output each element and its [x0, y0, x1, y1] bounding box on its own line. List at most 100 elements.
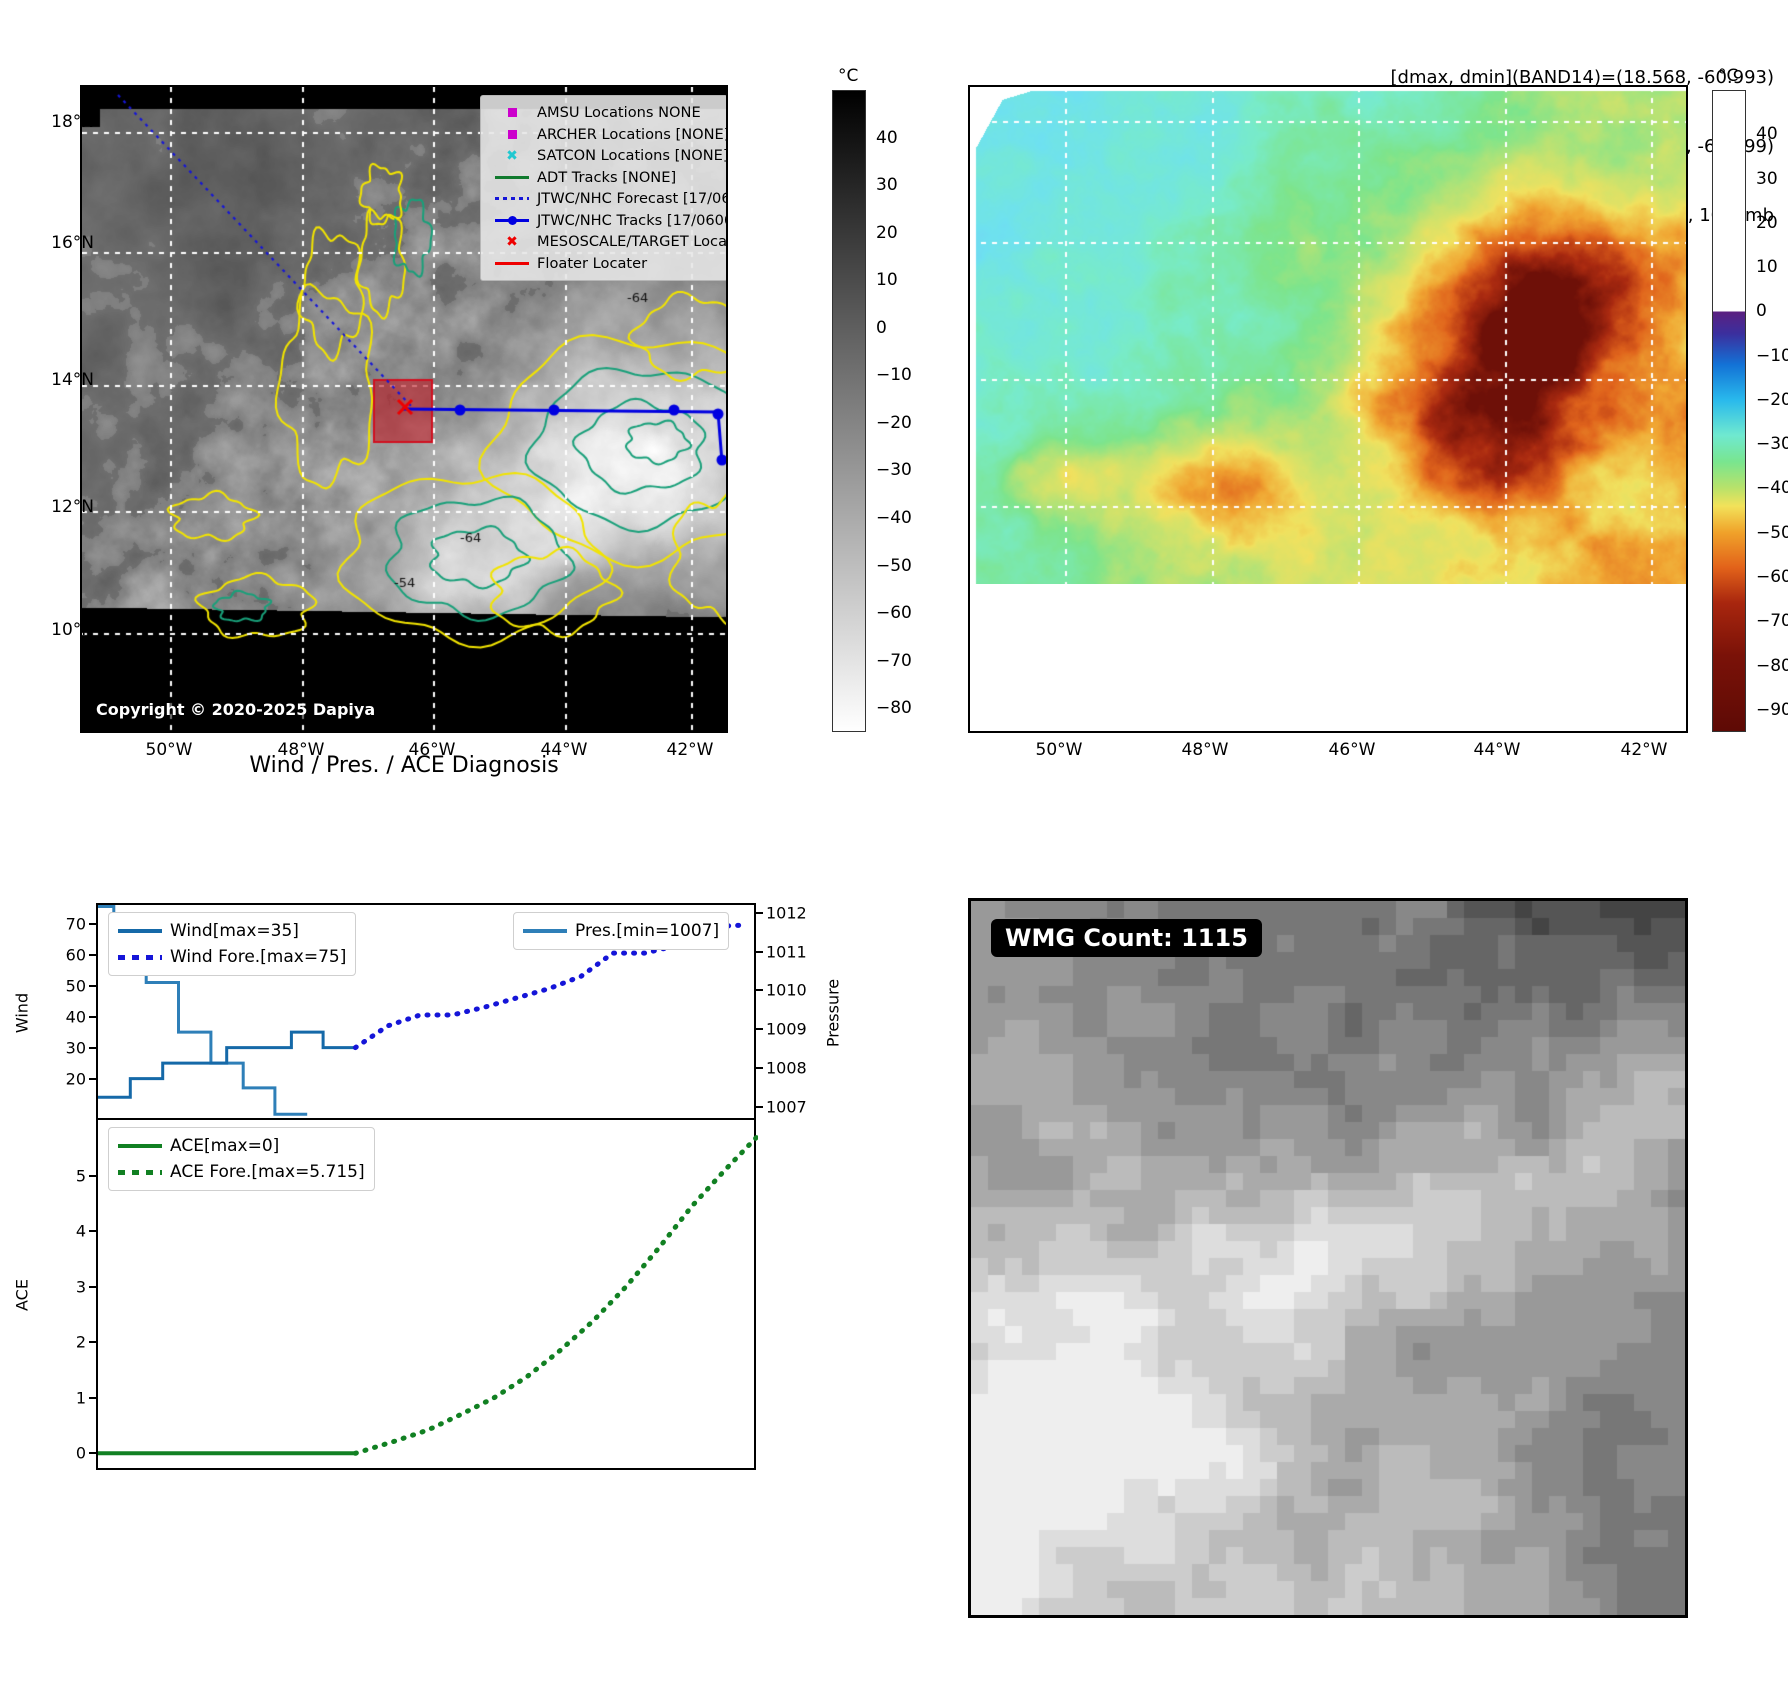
p2-ylabel-3: 12°N: [51, 497, 94, 517]
colorbar-tick: 20: [876, 222, 898, 243]
colorbar-tick: −60: [1756, 567, 1788, 588]
ace-tick-mark: [89, 1230, 98, 1233]
colorbar-tick: 0: [876, 317, 887, 338]
p2-xlabel-3: 44°W: [1473, 740, 1521, 760]
legend-label: JTWC/NHC Forecast [17/0600Z]: [537, 190, 726, 208]
line-icon: [487, 261, 537, 265]
legend-item-floater[interactable]: Floater Locater: [487, 253, 721, 275]
wind-tick-label: 20: [65, 1069, 86, 1089]
legend-item-adt[interactable]: ADT Tracks [NONE]: [487, 167, 721, 189]
legend-item-tracks[interactable]: JTWC/NHC Tracks [17/0600Z]: [487, 210, 726, 232]
p2-colorbar-title: °C: [1718, 66, 1739, 86]
pressure-legend: Pres.[min=1007]: [513, 912, 730, 950]
p2-colorbar: [1712, 90, 1746, 732]
ir-mesoscale-map[interactable]: Copyright © 2020-2025 Dapiya AMSU Locati…: [80, 85, 728, 733]
line-icon: [118, 929, 170, 933]
pressure-tick-label: 1009: [766, 1019, 807, 1039]
wind-tick-mark: [89, 1015, 98, 1018]
legend-label: ACE Fore.[max=5.715]: [170, 1162, 365, 1182]
p2-ylabel-4: 10°N: [51, 620, 94, 640]
p2-xlabel-4: 42°W: [1620, 740, 1668, 760]
ace-tick-label: 5: [75, 1166, 86, 1186]
p2-ylabel-0: 18°N: [51, 112, 94, 132]
p1-xlabel-1: 48°W: [277, 740, 325, 760]
wind-tick-label: 40: [65, 1007, 86, 1027]
dotted-line-icon: [118, 1169, 170, 1175]
square-icon: [487, 129, 537, 139]
p2-xlabel-0: 50°W: [1035, 740, 1083, 760]
legend-item-forecast[interactable]: JTWC/NHC Forecast [17/0600Z]: [487, 188, 726, 210]
colorbar-tick: −80: [876, 698, 912, 719]
wind-tick-mark: [89, 984, 98, 987]
p1-xlabel-2: 46°W: [408, 740, 456, 760]
wind-tick-label: 70: [65, 914, 86, 934]
series-windfore: [352, 922, 745, 1051]
legend-label: Wind Fore.[max=75]: [170, 947, 347, 967]
wind-tick-mark: [89, 1046, 98, 1049]
colorbar-tick: −30: [1756, 434, 1788, 455]
series-wind: [98, 1030, 356, 1099]
p1-xlabel-3: 44°W: [540, 740, 588, 760]
x-marker-icon: ✖: [506, 233, 518, 250]
pressure-tick-mark: [754, 1028, 763, 1030]
colorbar-tick: −20: [1756, 389, 1788, 410]
colorbar-tick: −40: [876, 508, 912, 528]
awv-color-enhanced-map[interactable]: [968, 85, 1688, 733]
colorbar-tick: −10: [876, 365, 912, 386]
colorbar-tick: −50: [1756, 522, 1788, 543]
p2-ylabel-1: 16°N: [51, 233, 94, 253]
p1-colorbar-title: °C: [838, 66, 859, 86]
colorbar-tick: −50: [876, 555, 912, 576]
ace-tick-mark: [89, 1285, 98, 1288]
ace-tick-mark: [89, 1174, 98, 1177]
dotted-line-icon: [487, 197, 537, 201]
p1-xlabel-4: 42°W: [666, 740, 714, 760]
dotted-line-icon: [118, 954, 170, 960]
ace-chart[interactable]: ACE[max=0] ACE Fore.[max=5.715] 0 1 2 3 4 5 A…: [13, 1120, 758, 1470]
wind-tick-mark: [89, 922, 98, 925]
legend-item-mesoscale[interactable]: ✖ MESOSCALE/TARGET Location: [487, 231, 726, 253]
pressure-tick-label: 1008: [766, 1058, 807, 1078]
legend-label: AMSU Locations NONE: [537, 104, 701, 122]
colorbar-tick: 30: [876, 175, 898, 196]
wind-axis-label: Wind: [12, 992, 32, 1034]
legend-label: Wind[max=35]: [170, 921, 299, 941]
legend-label: JTWC/NHC Tracks [17/0600Z]: [537, 211, 728, 229]
pressure-tick-label: 1007: [766, 1097, 807, 1116]
colorbar-tick: −40: [1756, 478, 1788, 499]
colorbar-tick: −60: [876, 603, 912, 624]
legend-item-archer[interactable]: ARCHER Locations [NONE]: [487, 124, 726, 146]
colorbar-tick: 40: [1756, 124, 1778, 145]
legend-item-ace-forecast[interactable]: ACE Fore.[max=5.715]: [118, 1159, 365, 1185]
wind-tick-mark: [89, 953, 98, 956]
pressure-tick-label: 1011: [766, 942, 807, 961]
wmg-count-badge: WMG Count: 1115: [991, 919, 1262, 957]
legend-item-satcon[interactable]: ✖ SATCON Locations [NONE]: [487, 145, 726, 167]
stats-band14: [dmax, dmin](BAND14)=(18.568, -60.993): [1390, 67, 1774, 88]
wmg-pixel-map[interactable]: WMG Count: 1115: [968, 898, 1688, 1618]
legend-label: MESOSCALE/TARGET Location: [537, 233, 728, 251]
legend-item-amsu[interactable]: AMSU Locations NONE: [487, 102, 721, 124]
wind-pressure-chart[interactable]: Wind[max=35] Wind Fore.[max=75] Pres.[mi…: [13, 903, 843, 1120]
pressure-tick-mark: [754, 1105, 763, 1108]
legend-item-wind[interactable]: Wind[max=35]: [118, 918, 346, 944]
legend-item-ace[interactable]: ACE[max=0]: [118, 1133, 365, 1159]
wmg-gray-image: [971, 901, 1685, 1615]
ace-tick-mark: [89, 1341, 98, 1344]
pressure-tick-mark: [754, 989, 763, 992]
line-icon: [487, 175, 537, 179]
wind-pres-ace-title: Wind / Pres. / ACE Diagnosis: [249, 753, 559, 778]
legend-item-pressure[interactable]: Pres.[min=1007]: [523, 918, 719, 944]
p1-colorbar: [832, 90, 866, 732]
x-marker-icon: ✖: [506, 147, 518, 164]
ace-tick-label: 3: [75, 1277, 86, 1297]
legend-item-wind-forecast[interactable]: Wind Fore.[max=75]: [118, 944, 346, 970]
legend-label: ACE[max=0]: [170, 1136, 280, 1156]
p2-ylabel-2: 14°N: [51, 370, 94, 390]
pressure-tick-label: 1010: [766, 980, 807, 1000]
line-icon: [523, 929, 575, 933]
awv-satellite-image: [970, 87, 1686, 584]
pressure-axis-label: Pressure: [823, 978, 843, 1048]
wind-tick-label: 60: [65, 945, 86, 965]
pressure-tick-mark: [754, 950, 763, 953]
